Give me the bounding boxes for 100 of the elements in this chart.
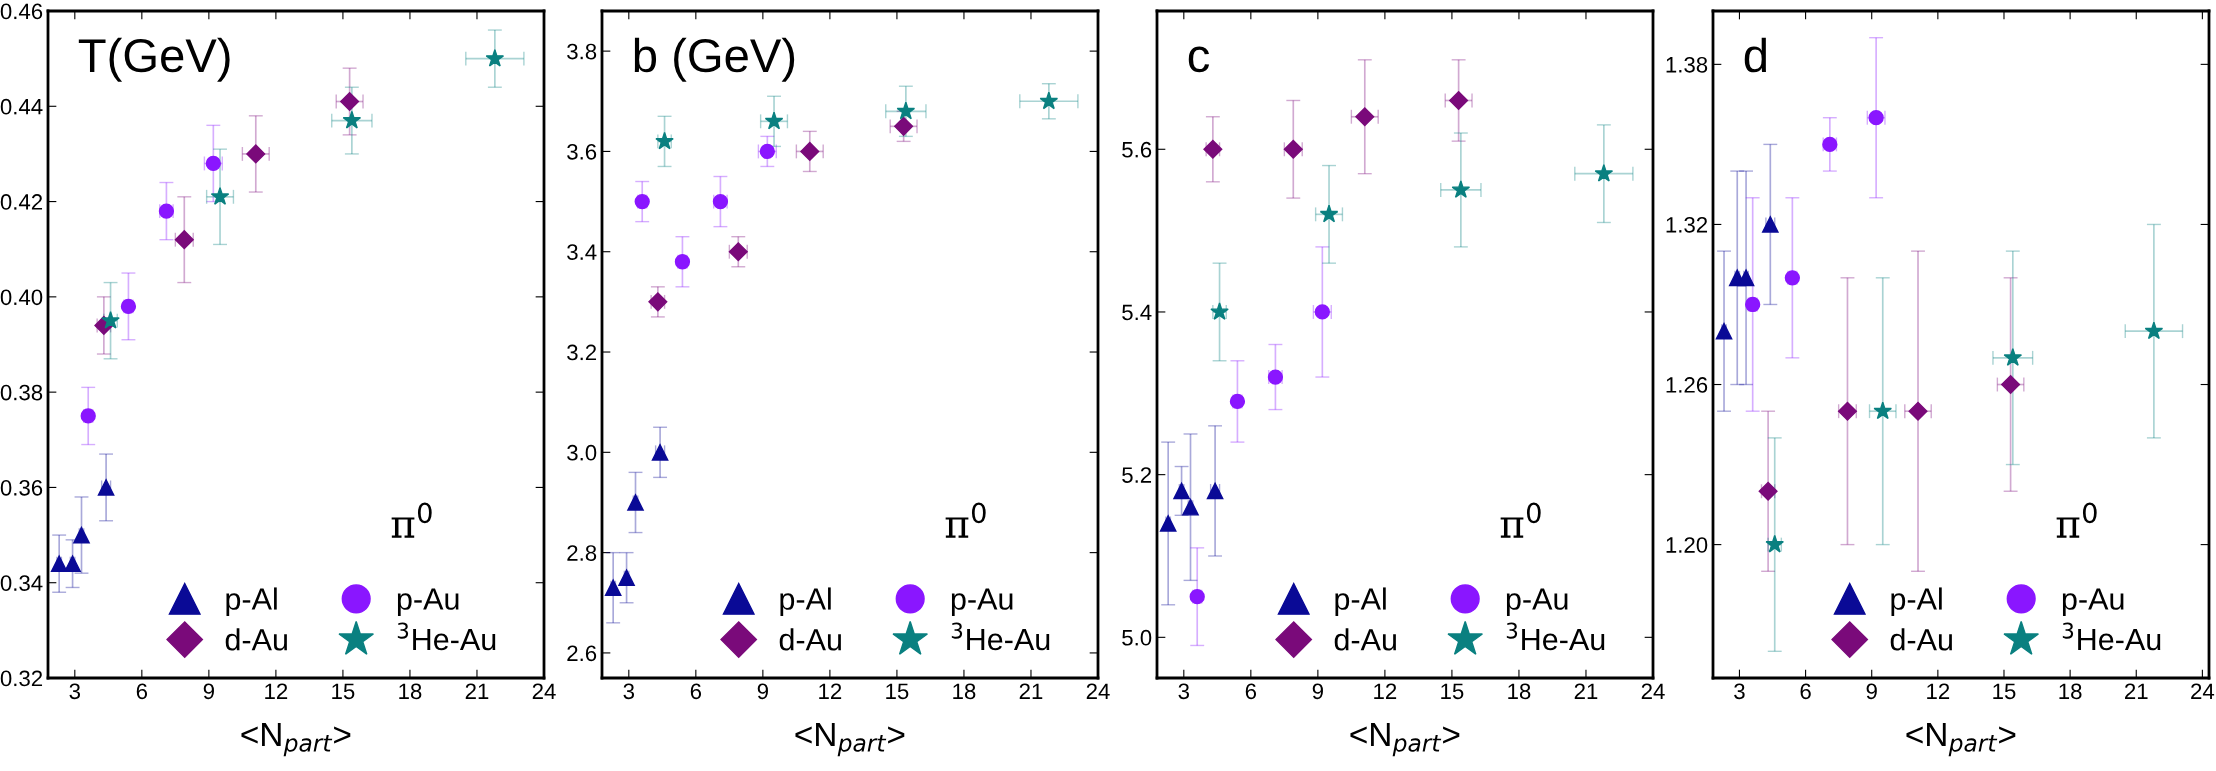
y-tick-label: 5.0 (1122, 629, 1152, 646)
x-tick-label: 12 (1374, 683, 1397, 699)
point (627, 494, 644, 511)
point (485, 48, 505, 67)
y-tick-label: 5.6 (1122, 141, 1152, 158)
x-tick-label: 18 (399, 683, 422, 700)
annotation: π$^{0}$ (945, 502, 986, 538)
x-tick-label: 3 (1178, 683, 1190, 700)
annotation: π$^{0}$ (1500, 502, 1541, 538)
y-tick-label: 3.6 (567, 143, 597, 160)
legend-label: p-Al (780, 587, 831, 616)
x-tick-label: 15 (1993, 683, 2016, 700)
legend-label: p-Au (1506, 588, 1568, 616)
y-tick-label: 0.46 (0, 3, 43, 20)
x-tick-label: 15 (1441, 683, 1464, 700)
x-tick-label: 21 (1019, 683, 1043, 699)
point (1449, 90, 1469, 111)
legend-label: $^{3}$He-Au (1506, 622, 1605, 651)
x-tick-label: 12 (819, 683, 842, 699)
point (2003, 348, 2023, 366)
y-tick-label: 0.40 (0, 289, 43, 306)
point (1159, 515, 1177, 532)
point (342, 110, 362, 129)
y-tick-label: 0.32 (0, 670, 43, 687)
x-tick-label: 3 (623, 683, 635, 700)
y-tick-label: 5.2 (1122, 467, 1152, 483)
x-tick-label: 15 (332, 683, 355, 700)
y-tick-label: 3.4 (567, 244, 597, 260)
point (340, 91, 360, 112)
x-tick-label: 6 (690, 683, 702, 700)
x-tick-label: 24 (1641, 683, 1665, 699)
legend-label: $^{3}$He-Au (2062, 622, 2161, 651)
y-tick-label: 1.38 (1666, 56, 1708, 73)
text: b (GeV) (634, 37, 795, 82)
y-tick-label: 2.8 (567, 545, 597, 561)
legend-label: p-Al (226, 587, 277, 616)
point (1908, 401, 1928, 421)
x-tick-label: 9 (1866, 683, 1877, 700)
y-tick-label: 3.2 (567, 344, 597, 361)
legend-label: $^{3}$He-Au (397, 622, 496, 651)
x-tick-label: 18 (1508, 683, 1531, 700)
y-tick-label: 3.0 (567, 444, 597, 461)
point (896, 101, 916, 120)
legend-label: p-Al (1335, 587, 1386, 616)
x-tick-label: 24 (532, 683, 556, 699)
chart-title: d (1744, 37, 1766, 73)
point (764, 111, 784, 130)
point (1319, 204, 1339, 223)
point (50, 555, 68, 572)
y-tick-label: 0.38 (0, 384, 43, 401)
legend-label: d-Au (225, 628, 287, 651)
x-tick-label: 6 (136, 683, 148, 700)
legend-label: p-Al (1891, 587, 1942, 616)
point (1737, 269, 1755, 287)
y-tick-label: 0.44 (0, 98, 43, 115)
text: T(GeV) (78, 37, 230, 82)
x-tick-label: 24 (1086, 683, 1110, 699)
y-tick-label: 5.4 (1122, 304, 1152, 321)
x-axis-title: <N$_{part}$> (1906, 723, 2016, 757)
legend-label: d-Au (779, 628, 841, 651)
annotation: π$^{0}$ (2056, 502, 2097, 538)
x-tick-label: 9 (1312, 683, 1323, 700)
x-tick-label: 3 (69, 683, 81, 700)
x-tick-label: 18 (2059, 683, 2082, 700)
point (2144, 321, 2164, 340)
legend-label: d-Au (1890, 628, 1952, 651)
legend-label: p-Au (397, 588, 459, 616)
legend-label: p-Au (951, 588, 1013, 616)
x-tick-label: 12 (265, 683, 288, 699)
x-tick-label: 15 (886, 683, 909, 700)
point (1761, 216, 1779, 233)
legend-label: p-Au (2062, 588, 2124, 616)
x-axis-title: <N$_{part}$> (241, 723, 351, 757)
x-tick-label: 3 (1734, 683, 1745, 700)
y-tick-label: 1.32 (1666, 216, 1708, 233)
y-tick-label: 3.8 (567, 43, 597, 60)
x-axis-title: <N$_{part}$> (1350, 723, 1460, 757)
point (1594, 163, 1614, 182)
x-tick-label: 12 (1927, 683, 1950, 699)
point (1355, 107, 1375, 127)
y-tick-label: 2.6 (567, 645, 597, 662)
point (1451, 180, 1471, 198)
x-tick-label: 21 (2125, 683, 2148, 699)
x-tick-label: 6 (1800, 683, 1811, 700)
point (894, 116, 914, 136)
x-tick-label: 21 (465, 683, 489, 699)
point (604, 579, 622, 597)
point (618, 569, 635, 587)
x-tick-label: 21 (1574, 683, 1598, 699)
x-tick-label: 18 (953, 683, 976, 700)
x-tick-label: 24 (2191, 683, 2215, 699)
y-tick-label: 0.42 (0, 194, 43, 210)
point (1715, 322, 1733, 340)
legend-label: $^{3}$He-Au (951, 622, 1050, 651)
y-tick-label: 1.26 (1666, 377, 1708, 393)
point (1173, 482, 1190, 500)
y-tick-label: 1.20 (1666, 537, 1708, 553)
point (1039, 91, 1059, 110)
y-tick-label: 0.36 (0, 479, 43, 496)
x-tick-label: 6 (1245, 683, 1257, 700)
